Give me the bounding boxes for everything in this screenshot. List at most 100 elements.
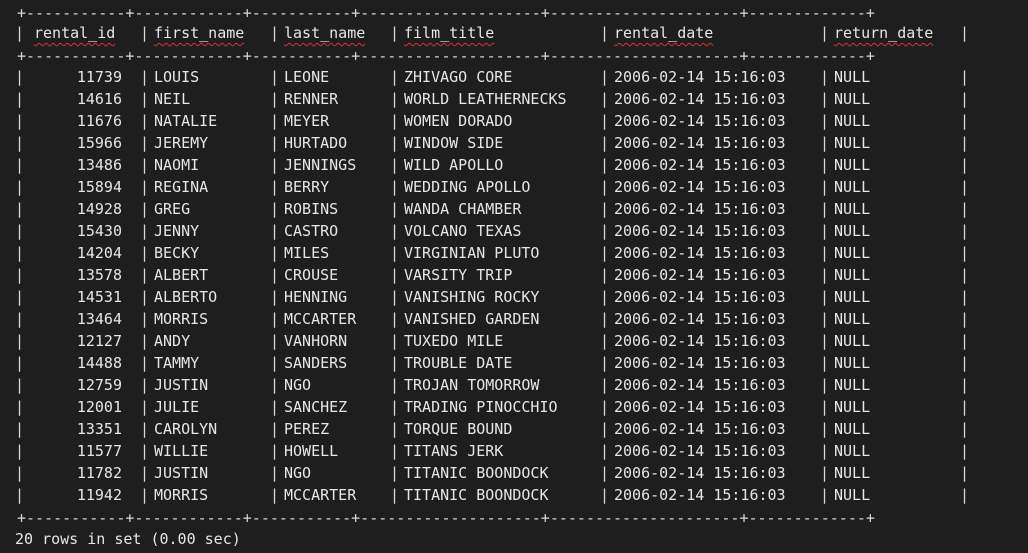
row-separator: | [960,354,970,372]
row-separator: | [960,156,970,174]
table-cell-last-name: VANHORN [284,332,348,350]
row-separator: | [820,222,830,240]
row-separator: | [600,68,610,86]
row-separator: | [960,288,970,306]
table-cell-return-date: NULL [834,398,871,416]
row-separator: | [600,354,610,372]
row-separator: | [820,486,830,504]
row-separator: | [270,376,280,394]
row-separator: | [390,288,400,306]
row-separator: | [15,310,25,328]
table-cell-return-date: NULL [834,420,871,438]
table-cell-film-title: WILD APOLLO [404,156,504,174]
row-separator: | [600,310,610,328]
table-cell-rental-id: 14928 [76,200,122,218]
table-cell-rental-id: 11739 [76,68,122,86]
header-separator: | [140,24,150,42]
row-separator: | [600,266,610,284]
table-cell-rental-id: 11942 [76,486,122,504]
header-separator: | [960,24,970,42]
row-separator: | [960,178,970,196]
row-separator: | [390,222,400,240]
row-separator: | [600,244,610,262]
table-cell-rental-date: 2006-02-14 15:16:03 [614,288,786,306]
row-separator: | [15,156,25,174]
table-cell-last-name: SANCHEZ [284,398,348,416]
row-separator: | [140,266,150,284]
column-header-last-name: last_name [284,24,366,42]
row-separator: | [270,222,280,240]
row-separator: | [270,112,280,130]
table-cell-return-date: NULL [834,354,871,372]
row-separator: | [390,178,400,196]
table-cell-return-date: NULL [834,376,871,394]
row-separator: | [820,68,830,86]
table-cell-film-title: WINDOW SIDE [404,134,504,152]
row-separator: | [390,354,400,372]
table-cell-film-title: TROUBLE DATE [404,354,513,372]
table-cell-last-name: ROBINS [284,200,339,218]
table-border-header: +-----------+------------+-----------+--… [17,47,875,65]
row-separator: | [15,376,25,394]
table-cell-first-name: JEREMY [154,134,209,152]
table-cell-rental-id: 15966 [76,134,122,152]
table-cell-first-name: ALBERTO [154,288,218,306]
row-separator: | [390,420,400,438]
table-cell-return-date: NULL [834,266,871,284]
row-separator: | [960,222,970,240]
row-separator: | [820,178,830,196]
header-separator: | [15,24,25,42]
table-cell-first-name: JUSTIN [154,376,209,394]
table-cell-film-title: TITANIC BOONDOCK [404,486,549,504]
table-cell-film-title: TITANS JERK [404,442,504,460]
row-separator: | [270,398,280,416]
table-cell-last-name: CROUSE [284,266,339,284]
table-cell-last-name: MILES [284,244,330,262]
row-separator: | [390,156,400,174]
table-cell-last-name: LEONE [284,68,330,86]
row-separator: | [140,288,150,306]
table-cell-last-name: BERRY [284,178,330,196]
table-cell-rental-date: 2006-02-14 15:16:03 [614,244,786,262]
header-separator: | [600,24,610,42]
table-cell-film-title: WEDDING APOLLO [404,178,531,196]
row-separator: | [140,134,150,152]
table-cell-last-name: NGO [284,464,312,482]
row-separator: | [15,90,25,108]
table-cell-return-date: NULL [834,134,871,152]
table-cell-rental-id: 14616 [76,90,122,108]
row-separator: | [15,178,25,196]
table-cell-film-title: VOLCANO TEXAS [404,222,522,240]
row-separator: | [960,90,970,108]
table-cell-film-title: TORQUE BOUND [404,420,513,438]
table-cell-return-date: NULL [834,310,871,328]
header-separator: | [270,24,280,42]
table-cell-rental-id: 15430 [76,222,122,240]
table-cell-last-name: PEREZ [284,420,330,438]
table-cell-last-name: HOWELL [284,442,339,460]
row-separator: | [600,420,610,438]
row-separator: | [390,68,400,86]
row-separator: | [820,398,830,416]
row-separator: | [390,310,400,328]
row-separator: | [390,486,400,504]
table-cell-last-name: JENNINGS [284,156,357,174]
row-separator: | [600,200,610,218]
row-separator: | [820,244,830,262]
row-separator: | [960,200,970,218]
row-separator: | [960,134,970,152]
row-separator: | [270,156,280,174]
table-cell-return-date: NULL [834,442,871,460]
row-separator: | [270,464,280,482]
row-separator: | [600,178,610,196]
table-cell-film-title: VANISHED GARDEN [404,310,540,328]
table-cell-first-name: LOUIS [154,68,200,86]
table-cell-return-date: NULL [834,244,871,262]
table-cell-film-title: WANDA CHAMBER [404,200,522,218]
table-cell-rental-id: 13578 [76,266,122,284]
table-cell-rental-date: 2006-02-14 15:16:03 [614,310,786,328]
column-header-film-title: film_title [404,24,495,42]
table-cell-rental-date: 2006-02-14 15:16:03 [614,222,786,240]
table-cell-rental-date: 2006-02-14 15:16:03 [614,90,786,108]
header-separator: | [390,24,400,42]
